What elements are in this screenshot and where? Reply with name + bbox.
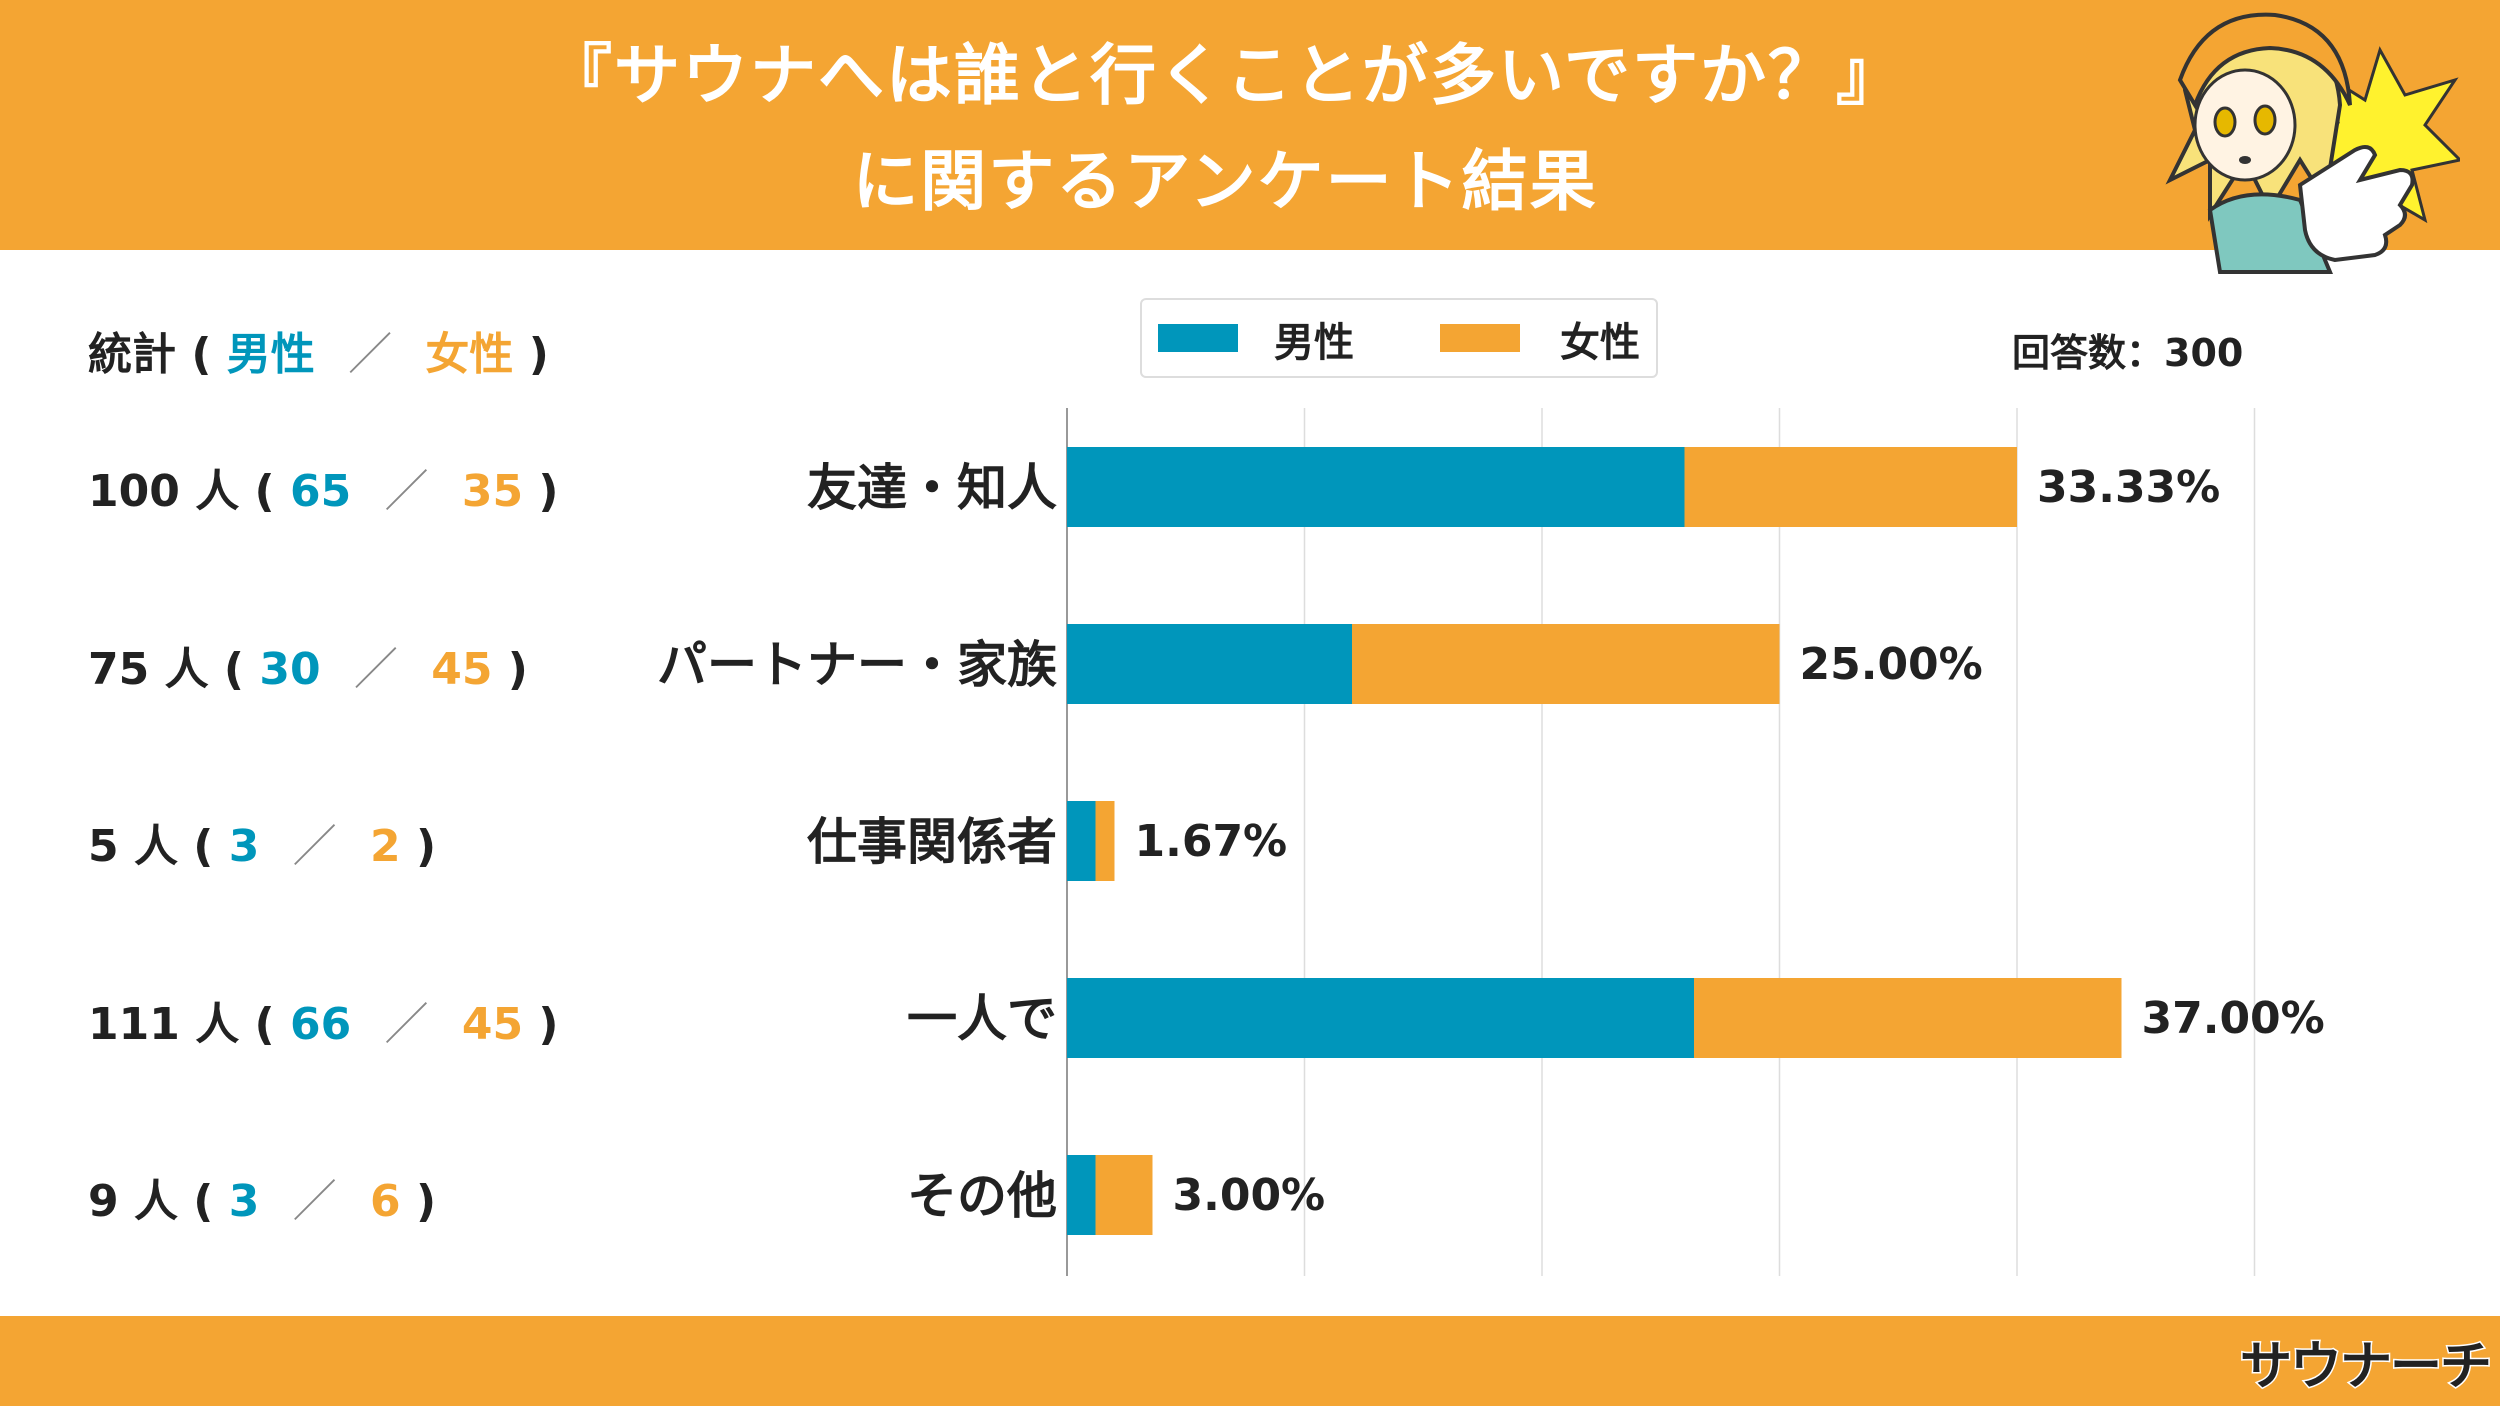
legend-swatch-male bbox=[1158, 324, 1238, 352]
stat-female-count: 35 bbox=[461, 466, 524, 517]
stat-close-paren: ) bbox=[507, 644, 528, 695]
mascot-illustration bbox=[2165, 12, 2460, 274]
stat-total: 9 bbox=[88, 1176, 119, 1227]
stat-male-count: 30 bbox=[259, 644, 321, 695]
stat-close-paren: ) bbox=[415, 1176, 437, 1227]
header-banner: 『サウナへは誰と行くことが多いですか？』 に関するアンケート結果 bbox=[0, 0, 2500, 250]
stat-male-count: 3 bbox=[228, 1176, 260, 1227]
category-label: 友達・知人 bbox=[807, 459, 1057, 517]
stat-female-count: 2 bbox=[370, 821, 401, 872]
stat-total: 100 bbox=[88, 466, 180, 517]
stat-slash: ／ bbox=[384, 466, 429, 517]
mascot-eye-left bbox=[2213, 106, 2237, 138]
mascot-face bbox=[2193, 68, 2297, 182]
stats-slash: ／ bbox=[348, 329, 393, 380]
stat-total: 111 bbox=[88, 999, 180, 1050]
stat-slash: ／ bbox=[353, 644, 398, 695]
brand-logo: サウナーチ bbox=[2238, 1336, 2493, 1399]
legend-swatch-female bbox=[1440, 324, 1520, 352]
stats-label: 統計 bbox=[88, 329, 176, 380]
stat-row: 100 人 ( 65 ／ 35 ) bbox=[88, 455, 559, 519]
stat-unit: 人 bbox=[195, 466, 240, 517]
bar-female bbox=[1694, 978, 2122, 1058]
stat-female-count: 45 bbox=[431, 644, 493, 695]
stat-male-count: 3 bbox=[228, 821, 260, 872]
bar-female bbox=[1684, 447, 2017, 527]
stat-row: 111 人 ( 66 ／ 45 ) bbox=[88, 988, 559, 1052]
category-label: パートナー・家族 bbox=[657, 636, 1057, 694]
stat-male-count: 65 bbox=[289, 466, 352, 517]
stat-total: 5 bbox=[88, 821, 119, 872]
legend-label-male: 男性 bbox=[1274, 320, 1354, 366]
legend-label-female: 女性 bbox=[1560, 320, 1640, 366]
bar-male bbox=[1067, 978, 1694, 1058]
stat-unit: 人 bbox=[164, 644, 209, 695]
stat-open-paren: ( bbox=[223, 644, 260, 695]
chart-title-line1: 『サウナへは誰と行くことが多いですか？』 bbox=[545, 37, 1905, 114]
stat-female-count: 6 bbox=[370, 1176, 401, 1227]
category-label: 仕事関係者 bbox=[807, 813, 1057, 871]
stat-male-count: 66 bbox=[289, 999, 352, 1050]
chart-legend: 男性 女性 bbox=[1140, 298, 1658, 378]
stats-female-label: 女性 bbox=[425, 329, 514, 380]
bar-female bbox=[1095, 1155, 1153, 1235]
stats-open-paren: ( bbox=[191, 329, 227, 380]
stat-unit: 人 bbox=[195, 999, 240, 1050]
stats-header: 統計 ( 男性 ／ 女性 ) bbox=[88, 318, 549, 382]
bar-female bbox=[1352, 624, 1780, 704]
mascot-mouth bbox=[2239, 156, 2251, 164]
mascot-pointing-hand bbox=[2297, 144, 2415, 263]
respondent-count: 回答数：300 bbox=[2012, 331, 2244, 375]
stat-female-count: 45 bbox=[461, 999, 524, 1050]
stat-unit: 人 bbox=[133, 821, 178, 872]
stats-male-label: 男性 bbox=[226, 329, 315, 380]
bar-male bbox=[1067, 1155, 1096, 1235]
stat-open-paren: ( bbox=[193, 821, 229, 872]
stat-close-paren: ) bbox=[415, 821, 437, 872]
stat-slash: ／ bbox=[292, 1176, 337, 1227]
stats-close-paren: ) bbox=[528, 329, 549, 380]
stat-slash: ／ bbox=[384, 999, 429, 1050]
stat-total: 75 bbox=[88, 644, 150, 695]
stat-unit: 人 bbox=[133, 1176, 178, 1227]
mascot-eye-right bbox=[2253, 104, 2277, 136]
stat-row: 9 人 ( 3 ／ 6 ) bbox=[88, 1165, 436, 1229]
stat-open-paren: ( bbox=[254, 466, 290, 517]
bar-male bbox=[1067, 624, 1352, 704]
bar-male bbox=[1067, 447, 1685, 527]
bar-female bbox=[1095, 801, 1115, 881]
data-label: 25.00% bbox=[1800, 639, 1983, 690]
stat-row: 75 人 ( 30 ／ 45 ) bbox=[88, 633, 528, 697]
category-label: その他 bbox=[907, 1167, 1057, 1225]
chart-title-line2: に関するアンケート結果 bbox=[852, 143, 1598, 220]
data-label: 33.33% bbox=[2037, 462, 2220, 513]
bar-male bbox=[1067, 801, 1096, 881]
stat-row: 5 人 ( 3 ／ 2 ) bbox=[88, 810, 436, 874]
footer-banner bbox=[0, 1316, 2500, 1406]
stat-open-paren: ( bbox=[254, 999, 290, 1050]
category-label: 一人で bbox=[907, 990, 1057, 1048]
mascot-hood bbox=[2177, 12, 2352, 110]
stat-slash: ／ bbox=[292, 821, 337, 872]
data-label: 3.00% bbox=[1173, 1170, 1326, 1221]
data-label: 1.67% bbox=[1135, 816, 1288, 867]
data-label: 37.00% bbox=[2142, 993, 2325, 1044]
stat-close-paren: ) bbox=[538, 999, 559, 1050]
stat-open-paren: ( bbox=[193, 1176, 229, 1227]
stat-close-paren: ) bbox=[538, 466, 559, 517]
